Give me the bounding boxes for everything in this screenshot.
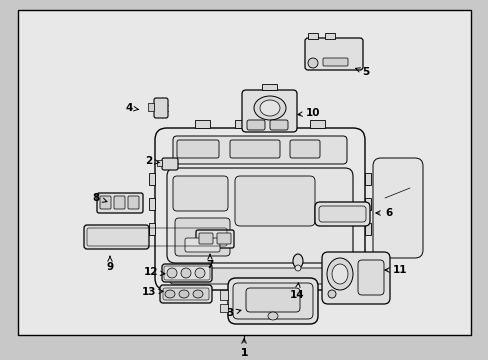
Bar <box>157 160 162 166</box>
FancyBboxPatch shape <box>184 238 220 252</box>
Bar <box>220 290 227 300</box>
Text: 2: 2 <box>144 156 159 166</box>
Ellipse shape <box>167 268 177 278</box>
FancyBboxPatch shape <box>173 176 227 211</box>
Bar <box>195 120 209 128</box>
FancyBboxPatch shape <box>245 288 299 312</box>
Ellipse shape <box>331 264 347 284</box>
Text: 9: 9 <box>106 256 113 272</box>
FancyBboxPatch shape <box>173 136 346 164</box>
FancyBboxPatch shape <box>162 158 178 170</box>
FancyBboxPatch shape <box>217 233 230 244</box>
Ellipse shape <box>195 268 204 278</box>
Ellipse shape <box>267 312 278 320</box>
Text: 1: 1 <box>240 339 247 358</box>
Ellipse shape <box>294 265 301 271</box>
Ellipse shape <box>179 290 189 298</box>
Bar <box>149 223 155 235</box>
Ellipse shape <box>164 290 175 298</box>
Bar <box>149 198 155 210</box>
Ellipse shape <box>193 290 203 298</box>
FancyBboxPatch shape <box>175 218 229 256</box>
FancyBboxPatch shape <box>318 206 365 222</box>
Bar <box>307 33 317 39</box>
FancyBboxPatch shape <box>196 230 234 248</box>
FancyBboxPatch shape <box>128 196 139 209</box>
Ellipse shape <box>326 258 352 290</box>
FancyBboxPatch shape <box>321 252 389 304</box>
FancyBboxPatch shape <box>314 202 369 226</box>
Text: 3: 3 <box>226 308 241 318</box>
Text: 13: 13 <box>141 287 163 297</box>
FancyBboxPatch shape <box>305 38 362 70</box>
FancyBboxPatch shape <box>84 225 149 249</box>
Bar <box>364 223 370 235</box>
Text: 8: 8 <box>93 193 107 203</box>
FancyBboxPatch shape <box>269 120 287 130</box>
Text: 5: 5 <box>355 67 368 77</box>
FancyBboxPatch shape <box>100 196 111 209</box>
FancyBboxPatch shape <box>97 193 142 213</box>
FancyBboxPatch shape <box>160 285 212 303</box>
Text: 10: 10 <box>297 108 320 118</box>
FancyBboxPatch shape <box>162 264 212 282</box>
Bar <box>364 173 370 185</box>
FancyBboxPatch shape <box>170 268 349 284</box>
FancyBboxPatch shape <box>372 158 422 258</box>
FancyBboxPatch shape <box>242 90 296 132</box>
FancyBboxPatch shape <box>177 140 219 158</box>
FancyBboxPatch shape <box>114 196 125 209</box>
Bar <box>262 84 276 90</box>
Bar <box>148 103 154 111</box>
FancyBboxPatch shape <box>357 260 383 295</box>
Text: 11: 11 <box>384 265 407 275</box>
FancyBboxPatch shape <box>163 288 208 300</box>
Text: 12: 12 <box>143 267 164 277</box>
FancyBboxPatch shape <box>227 278 317 324</box>
Ellipse shape <box>253 96 285 120</box>
Text: 14: 14 <box>289 283 304 300</box>
Ellipse shape <box>181 268 191 278</box>
Text: 6: 6 <box>375 208 391 218</box>
FancyBboxPatch shape <box>323 58 347 66</box>
Bar <box>149 173 155 185</box>
Ellipse shape <box>260 100 280 116</box>
FancyBboxPatch shape <box>167 168 352 263</box>
Text: 7: 7 <box>206 255 213 270</box>
Bar <box>364 198 370 210</box>
Bar <box>309 120 325 128</box>
FancyBboxPatch shape <box>154 98 168 118</box>
Ellipse shape <box>307 58 317 68</box>
FancyBboxPatch shape <box>199 233 213 244</box>
Bar <box>220 304 227 312</box>
Ellipse shape <box>292 254 303 268</box>
Text: 4: 4 <box>125 103 139 113</box>
Ellipse shape <box>327 290 335 298</box>
FancyBboxPatch shape <box>232 283 312 319</box>
FancyBboxPatch shape <box>235 176 314 226</box>
FancyBboxPatch shape <box>155 128 364 290</box>
FancyBboxPatch shape <box>289 140 319 158</box>
Bar <box>325 33 334 39</box>
FancyBboxPatch shape <box>229 140 280 158</box>
Text: 1: 1 <box>240 348 247 358</box>
FancyBboxPatch shape <box>246 120 264 130</box>
Bar <box>235 120 249 128</box>
